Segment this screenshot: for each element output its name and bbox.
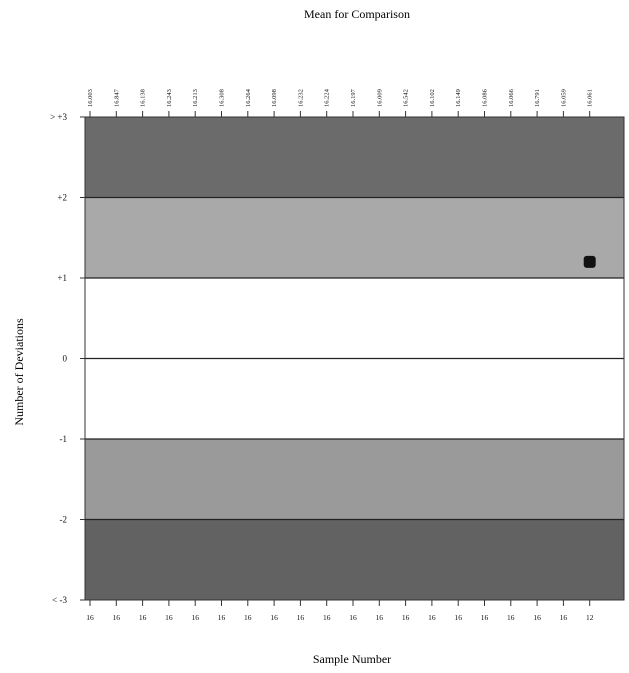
top-tick-label: 16.243 — [166, 89, 173, 107]
top-tick-label: 16.086 — [482, 88, 489, 107]
x-tick-label: 16 — [454, 613, 462, 622]
x-tick-label: 16 — [139, 613, 147, 622]
top-tick-label: 16.224 — [324, 88, 331, 107]
x-axis-top: 16.003 16.847 16.138 16.243 16.213 16.308 16.2… — [87, 88, 594, 117]
top-tick-label: 16.102 — [429, 89, 436, 107]
x-tick-label: 16 — [270, 613, 278, 622]
x-tick-label: 12 — [586, 613, 594, 622]
y-tick-label: -1 — [60, 434, 68, 444]
x-tick-label: 16 — [402, 613, 410, 622]
x-tick-label: 16 — [481, 613, 489, 622]
data-point — [583, 255, 596, 268]
top-tick-label: 16.009 — [376, 89, 383, 107]
band-4 — [85, 519, 624, 600]
top-tick-label: 16.847 — [113, 88, 120, 107]
points-layer — [583, 255, 596, 268]
top-tick-label: 16.061 — [587, 89, 594, 107]
y-axis: > +3 +2 +1 0 -1 -2 < -3 — [50, 112, 85, 605]
top-tick-label: 16.059 — [560, 89, 567, 107]
top-tick-label: 16.066 — [508, 88, 515, 107]
x-tick-label: 16 — [323, 613, 331, 622]
top-tick-label: 16.308 — [219, 89, 226, 107]
band-3 — [85, 439, 624, 520]
x-tick-label: 16 — [218, 613, 226, 622]
band-lines-layer — [85, 196, 624, 521]
top-tick-label: 16.003 — [87, 89, 94, 107]
band-0 — [85, 117, 624, 198]
x-tick-label: 16 — [428, 613, 436, 622]
x-tick-label: 16 — [244, 613, 252, 622]
x-axis-label: Sample Number — [313, 652, 391, 666]
top-tick-label: 16.138 — [140, 89, 147, 107]
chart-title: Mean for Comparison — [304, 7, 410, 21]
x-tick-label: 16 — [86, 613, 94, 622]
x-tick-label: 16 — [349, 613, 357, 622]
top-tick-label: 16.197 — [350, 88, 357, 107]
x-tick-label: 16 — [376, 613, 384, 622]
top-tick-label: 16.213 — [192, 89, 199, 107]
x-tick-label: 16 — [533, 613, 541, 622]
y-tick-label: < -3 — [52, 595, 67, 605]
x-tick-label: 16 — [165, 613, 173, 622]
x-tick-label: 16 — [191, 613, 199, 622]
y-tick-label: -2 — [60, 515, 68, 525]
x-tick-label: 16 — [297, 613, 305, 622]
y-tick-label: +2 — [57, 193, 67, 203]
x-axis-bottom: 16 16 16 16 16 16 16 16 16 16 16 16 16 16 16 16 16 16 16 12 — [86, 600, 594, 622]
y-axis-label: Number of Deviations — [12, 318, 26, 426]
top-tick-label: 16.791 — [534, 89, 541, 107]
y-tick-label: 0 — [63, 354, 68, 364]
top-tick-label: 16.542 — [403, 89, 410, 107]
top-tick-label: 16.232 — [297, 89, 304, 107]
x-tick-label: 16 — [113, 613, 121, 622]
x-tick-label: 16 — [507, 613, 515, 622]
x-tick-label: 16 — [560, 613, 568, 622]
y-tick-label: > +3 — [50, 112, 67, 122]
top-tick-label: 16.264 — [245, 88, 252, 107]
band-1 — [85, 197, 624, 278]
top-tick-label: 16.098 — [271, 89, 278, 107]
top-tick-label: 16.149 — [455, 89, 462, 107]
y-tick-label: +1 — [57, 273, 67, 283]
